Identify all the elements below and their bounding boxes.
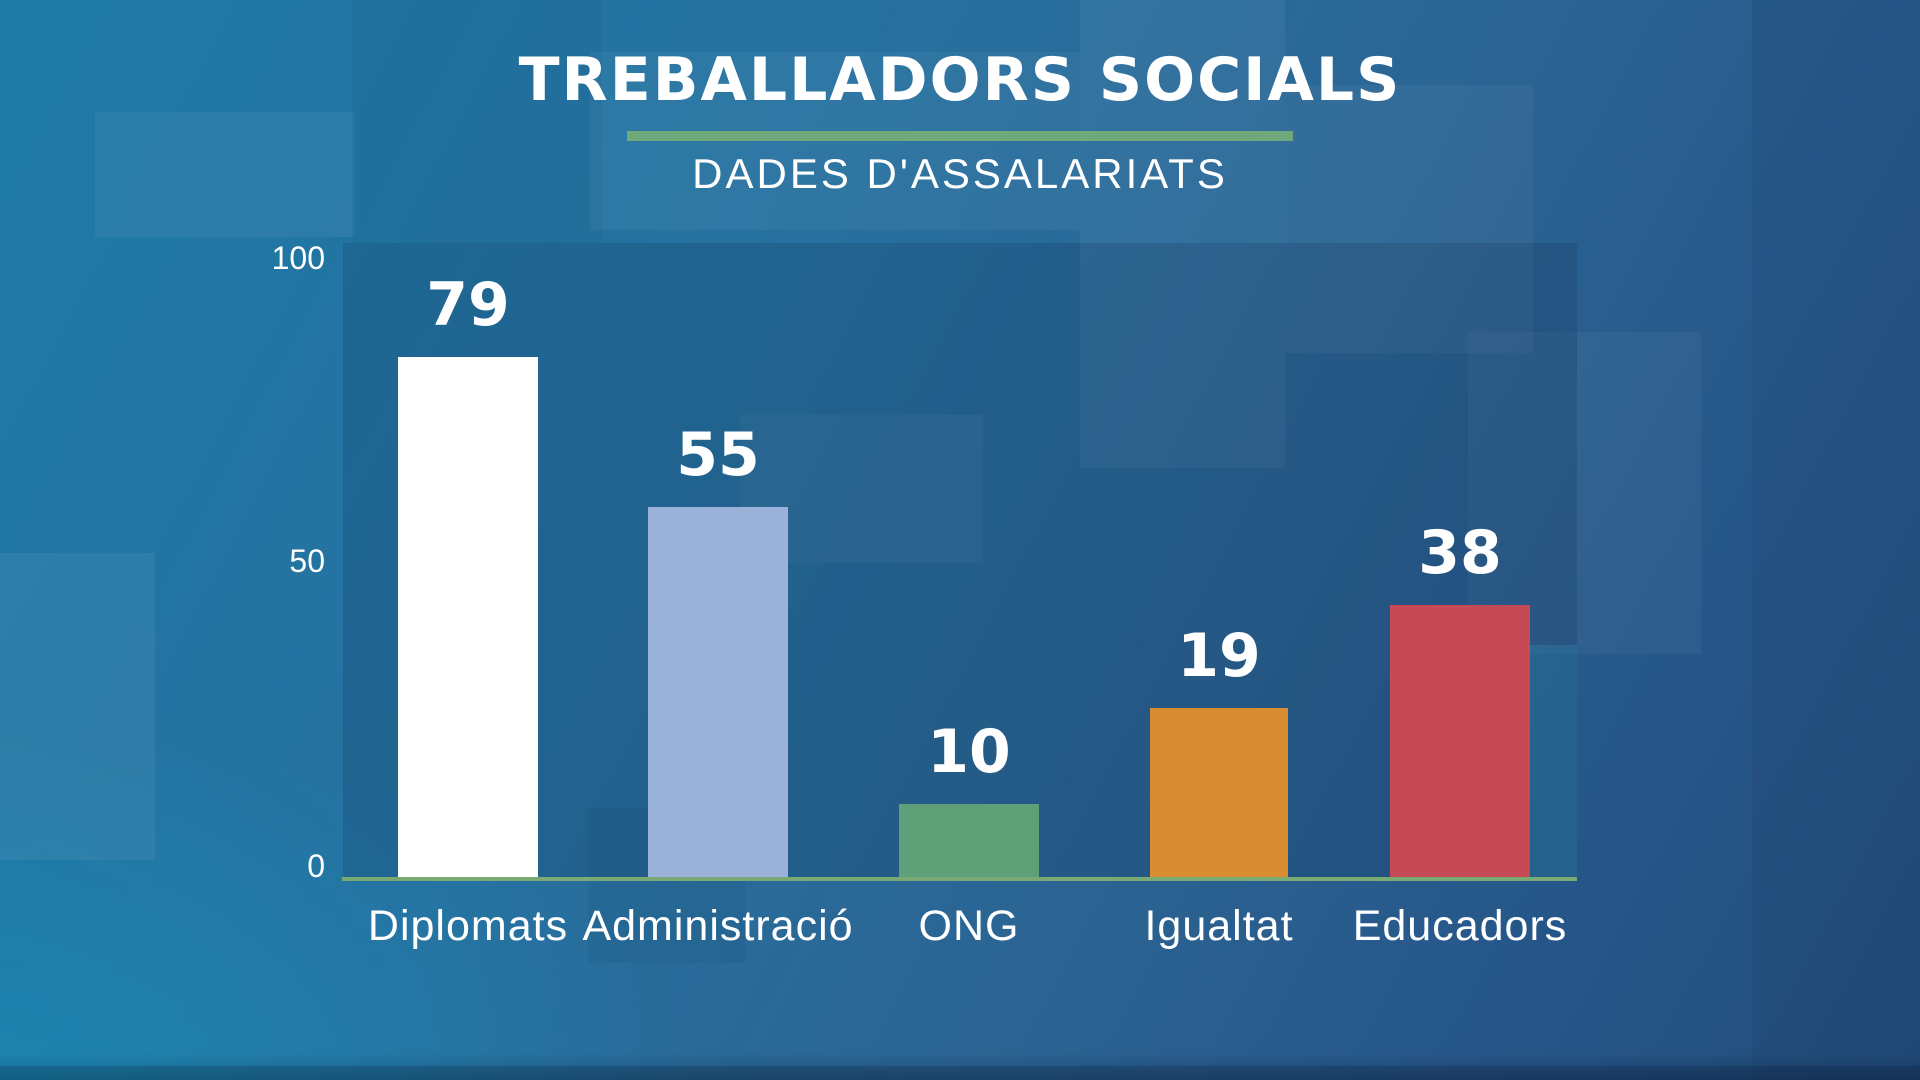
category-label-educadors: Educadors xyxy=(1352,902,1568,950)
bar-ong xyxy=(899,804,1039,877)
mosaic-tile xyxy=(0,1066,1920,1080)
bar-value-label-igualtat: 19 xyxy=(1177,621,1261,691)
bar-value-label-diplomats: 79 xyxy=(426,270,510,340)
bar-value-label-ong: 10 xyxy=(927,717,1011,787)
bar-value-label-educadors: 38 xyxy=(1418,518,1502,588)
category-label-ong: ONG xyxy=(918,902,1020,950)
category-label-igualtat: Igualtat xyxy=(1144,902,1294,950)
bar-value-label-administracio: 55 xyxy=(676,420,760,490)
plot-area xyxy=(343,243,1577,881)
title-underline-accent xyxy=(627,131,1293,141)
page-subtitle: DADES D'ASSALARIATS xyxy=(692,150,1228,197)
y-tick-label-100: 100 xyxy=(271,240,325,276)
bar-educadors xyxy=(1390,605,1530,877)
mosaic-tile xyxy=(352,0,602,243)
page-title: TREBALLADORS SOCIALS xyxy=(518,45,1402,115)
category-label-administracio: Administració xyxy=(582,902,854,950)
bar-administracio xyxy=(648,507,788,877)
bar-diplomats xyxy=(398,357,538,877)
y-tick-label-0: 0 xyxy=(307,848,325,884)
category-label-diplomats: Diplomats xyxy=(367,902,569,950)
bar-igualtat xyxy=(1150,708,1288,877)
x-axis-line xyxy=(342,877,1577,881)
y-tick-label-50: 50 xyxy=(289,543,325,579)
mosaic-tile xyxy=(0,553,155,860)
